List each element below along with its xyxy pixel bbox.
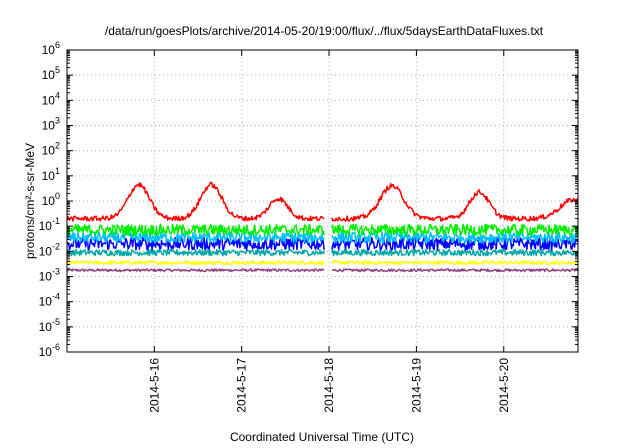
y-tick-label: 101 (42, 166, 60, 183)
y-tick-label: 103 (42, 116, 60, 133)
y-tick-label: 10-5 (39, 317, 60, 334)
series-line (66, 223, 579, 237)
x-tick-label: 2014-5-17 (235, 358, 249, 413)
y-tick-label: 106 (42, 40, 60, 57)
series-line (66, 181, 579, 222)
x-axis: 2014-5-16 2014-5-17 2014-5-18 2014-5-19 2014… (147, 50, 511, 413)
x-axis-title: Coordinated Universal Time (UTC) (230, 430, 414, 444)
series-line (66, 260, 579, 266)
y-tick-label: 10-4 (39, 292, 60, 309)
x-tick-label: 2014-5-19 (409, 358, 423, 413)
series-line (66, 231, 579, 244)
y-tick-label: 10-1 (39, 216, 60, 233)
y-tick-label: 10-2 (39, 241, 60, 258)
y-tick-label: 100 (42, 191, 60, 208)
chart-title: /data/run/goesPlots/archive/2014-05-20/1… (105, 24, 544, 38)
y-tick-label: 105 (42, 65, 60, 82)
series-layer (66, 181, 579, 273)
series-line (66, 268, 579, 273)
y-tick-label: 10-3 (39, 267, 60, 284)
x-tick-label: 2014-5-16 (147, 358, 161, 413)
series-line (66, 248, 579, 257)
y-tick-label: 102 (42, 141, 60, 158)
y-axis-title: protons/cm²-s-sr-MeV (23, 143, 37, 259)
y-tick-label: 10-6 (39, 342, 60, 359)
x-tick-label: 2014-5-20 (497, 358, 511, 413)
y-axis: 10-6 10-5 10-4 10-3 10-2 10-1 100 101 102 103 104 1… (39, 40, 578, 359)
grid (67, 50, 578, 352)
y-tick-label: 104 (42, 90, 60, 107)
x-tick-label: 2014-5-18 (322, 358, 336, 413)
